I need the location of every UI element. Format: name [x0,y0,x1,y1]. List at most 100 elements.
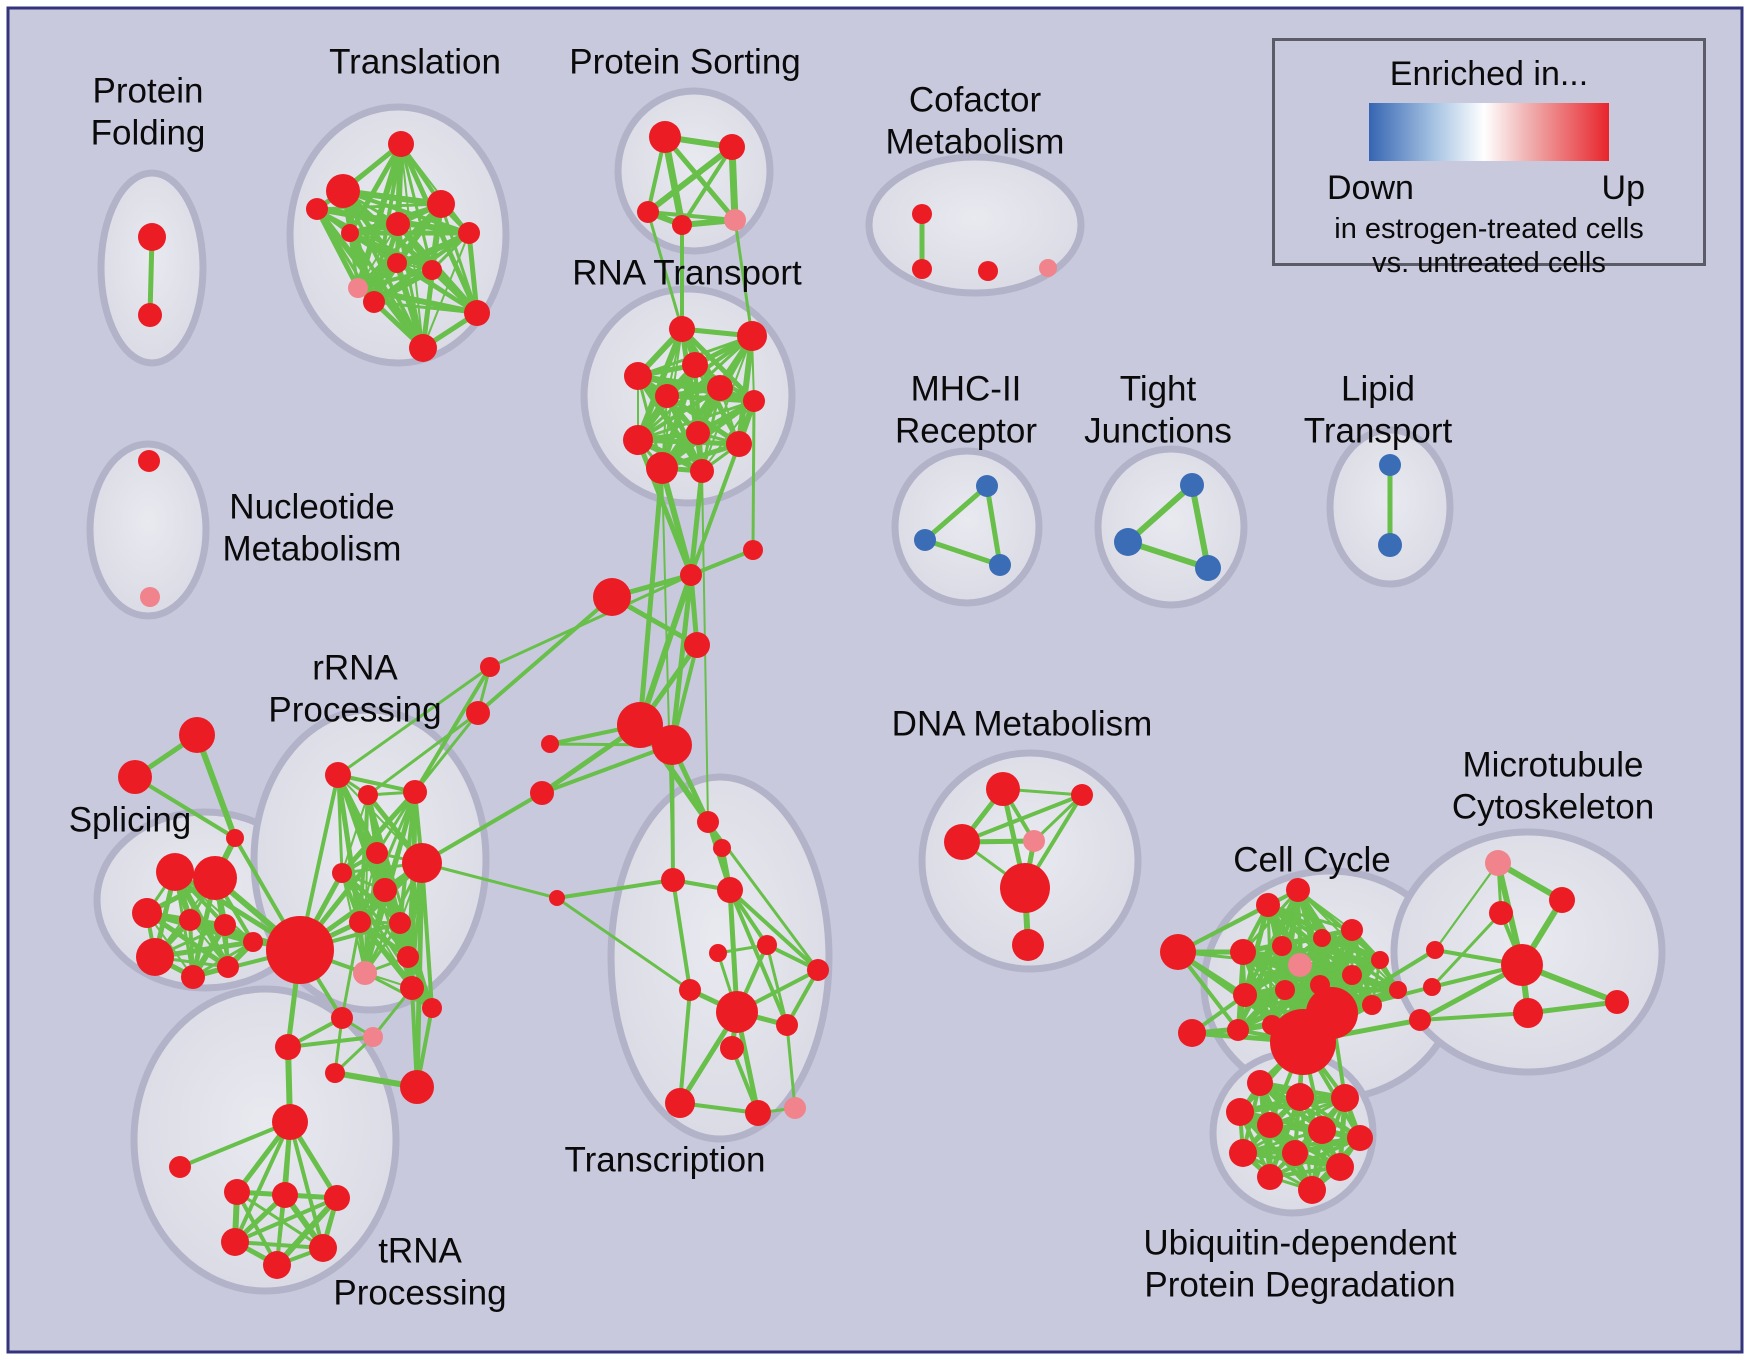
node-red [387,253,407,273]
microtubule-cytoskeleton-label: Microtubule [1463,746,1644,785]
node-red [1012,929,1044,961]
node-red [179,909,201,931]
edge [635,437,742,447]
node-red [272,1104,308,1140]
node-red [944,824,980,860]
edge [670,743,675,882]
edge [1281,945,1381,961]
edge [728,888,789,1027]
mhc-ii-receptor-ellipse [891,447,1043,607]
node-red [726,431,752,457]
trna-processing-label: tRNA [378,1232,462,1271]
mhc-ii-receptor-label: Receptor [895,412,1037,451]
node-red [661,868,685,892]
node-red [221,1228,249,1256]
node-red [1071,784,1093,806]
edge [194,732,238,841]
node-red [1362,995,1382,1015]
edge [662,134,738,223]
node-red [717,877,743,903]
node-red [541,735,559,753]
nucleotide-metabolism-ellipse [86,440,210,620]
node-blue [1195,555,1221,581]
edge [413,665,492,794]
node-pink [1039,259,1057,277]
node-blue [976,475,998,497]
node-red [1347,1125,1373,1151]
node-red [655,384,679,408]
node-red [156,853,194,891]
node-red [214,914,236,936]
edge [960,793,1084,844]
node-red [373,878,397,902]
rrna-processing-label: rRNA [312,649,398,688]
rrna-processing-label: Processing [268,691,441,730]
node-red [366,842,388,864]
node-red [1371,951,1389,969]
node-red [776,1014,798,1036]
edge [336,665,492,777]
node-pink [353,961,377,985]
node-red [363,291,385,313]
node-red [1326,1153,1354,1181]
edge [689,442,741,577]
node-red [649,121,681,153]
node-red [1342,965,1362,985]
node-red [679,979,701,1001]
node-red [530,781,554,805]
edge [372,300,479,315]
node-red [1233,983,1257,1007]
cofactor-metabolism-label: Cofactor [909,81,1042,120]
node-red [986,772,1020,806]
node-red [690,459,714,483]
node-pink [363,1027,383,1047]
lipid-transport-label: Transport [1304,412,1453,451]
nodes [118,121,1629,1279]
edge [671,878,692,992]
node-red [403,780,427,804]
node-red [1178,1019,1206,1047]
node-red [1282,1140,1308,1166]
node-red [464,300,490,326]
node-red [617,702,663,748]
node-red [1423,978,1441,996]
edge [689,548,755,577]
node-red [386,212,410,236]
node-red [672,215,692,235]
node-red [637,201,659,223]
edge [348,231,425,350]
node-red [179,717,215,753]
node-red [217,956,239,978]
edge [765,943,789,1027]
edge [645,144,735,215]
mhc-ii-receptor-label: MHC-II [911,370,1022,409]
legend-gradient-bar [1369,103,1609,161]
node-red [743,540,763,560]
edge [678,988,692,1105]
edge [984,483,1003,568]
node-red [669,316,695,342]
node-red [466,701,490,725]
node-red [1272,936,1292,956]
edge [347,230,435,273]
node-pink [724,209,746,231]
edge [664,393,757,404]
edge [1434,862,1499,951]
edge [922,537,1003,568]
node-red [309,1234,337,1262]
node-pink [140,587,160,607]
edge [736,333,755,447]
node-red [138,303,162,327]
edge [476,595,614,715]
node-red [652,725,692,765]
node-red [912,259,932,279]
edge [371,267,435,305]
node-red [389,912,411,934]
node-red [1489,901,1513,925]
edge [636,399,756,442]
edge [420,861,434,1010]
node-red [1308,1116,1336,1144]
node-red [1331,1084,1359,1112]
node-pink [1023,830,1045,852]
edge [336,773,417,794]
